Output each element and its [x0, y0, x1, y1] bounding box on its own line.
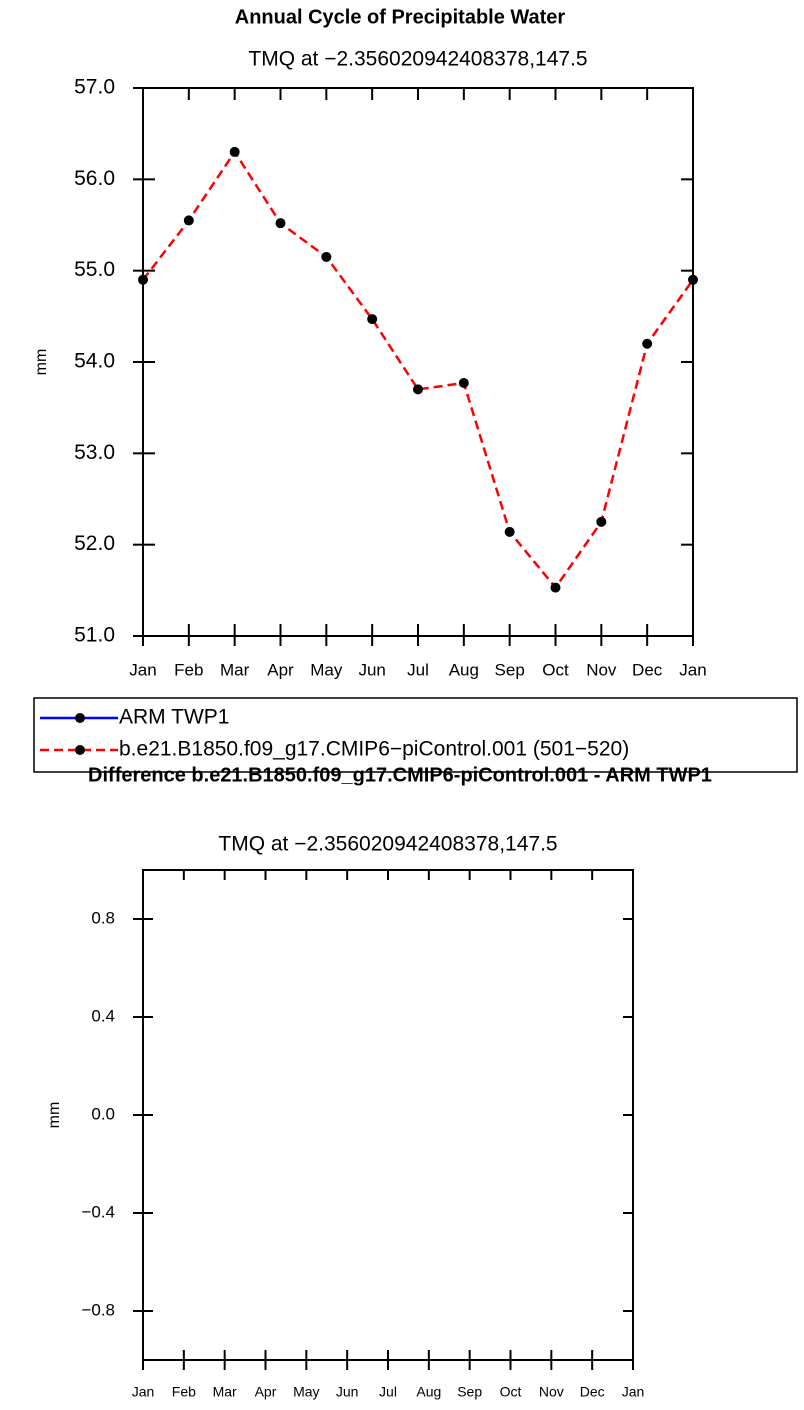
data-point [367, 314, 378, 325]
x-tick-label: Nov [586, 660, 617, 679]
y-tick-label: −0.8 [81, 1300, 115, 1319]
y-tick-label: 53.0 [74, 441, 115, 464]
y-tick-label: 0.4 [91, 1006, 115, 1025]
y-tick-label: 56.0 [74, 167, 115, 190]
x-tick-label: Jan [679, 660, 706, 679]
x-tick-label: Jan [129, 660, 156, 679]
plot-frame [142, 87, 694, 637]
data-point [550, 582, 561, 593]
x-tick-label: Jun [336, 1384, 359, 1400]
y-tick-label: 0.0 [91, 1104, 115, 1123]
x-tick-label: Jul [379, 1384, 397, 1400]
data-point [229, 146, 240, 157]
data-point [596, 516, 607, 527]
x-tick-label: Oct [500, 1384, 522, 1400]
x-tick-label: May [310, 660, 343, 679]
y-tick-label: 51.0 [74, 624, 115, 647]
x-tick-label: Sep [495, 660, 525, 679]
series-line [142, 149, 695, 590]
legend-label: ARM TWP1 [119, 706, 229, 729]
data-point [642, 338, 653, 349]
y-axis-label: mm [33, 349, 50, 376]
legend-box [33, 697, 798, 773]
x-tick-label: Sep [457, 1384, 482, 1400]
x-tick-label: Feb [172, 1384, 196, 1400]
x-tick-label: Dec [632, 660, 663, 679]
x-tick-label: Nov [539, 1384, 564, 1400]
chart-subtitle: TMQ at −2.356020942408378,147.5 [248, 48, 587, 71]
data-point [183, 215, 194, 226]
data-point [138, 274, 148, 285]
y-tick-label: −0.4 [81, 1202, 115, 1221]
x-tick-label: Feb [174, 660, 203, 679]
data-point [504, 526, 515, 537]
y-axis-label: mm [46, 1102, 63, 1129]
x-tick-label: Jul [407, 660, 429, 679]
x-tick-label: Apr [255, 1384, 277, 1400]
data-point [275, 218, 286, 229]
x-tick-label: Oct [542, 660, 569, 679]
data-point [321, 251, 332, 262]
x-tick-label: Aug [449, 660, 479, 679]
x-tick-label: May [293, 1384, 319, 1400]
chart-subtitle: TMQ at −2.356020942408378,147.5 [218, 833, 557, 856]
x-tick-label: Aug [416, 1384, 441, 1400]
legend-label: b.e21.B1850.f09_g17.CMIP6−piControl.001 … [119, 738, 629, 761]
x-tick-label: Jan [622, 1384, 645, 1400]
x-tick-label: Mar [213, 1384, 237, 1400]
y-tick-label: 55.0 [74, 258, 115, 281]
y-tick-label: 57.0 [74, 76, 115, 99]
x-tick-label: Apr [267, 660, 294, 679]
x-tick-label: Jun [358, 660, 385, 679]
chart-title: Annual Cycle of Precipitable Water [235, 6, 566, 28]
x-tick-label: Mar [220, 660, 250, 679]
legend-marker [75, 713, 85, 723]
x-tick-label: Dec [580, 1384, 605, 1400]
plot-frame [142, 869, 634, 1361]
data-point [413, 384, 423, 395]
y-tick-label: 54.0 [74, 350, 115, 373]
y-tick-label: 0.8 [91, 908, 115, 927]
data-point [688, 274, 698, 285]
y-tick-label: 52.0 [74, 532, 115, 555]
data-point [458, 378, 469, 389]
legend-marker [75, 745, 85, 755]
x-tick-label: Jan [132, 1384, 155, 1400]
chart-title: Difference b.e21.B1850.f09_g17.CMIP6-piC… [88, 764, 712, 786]
